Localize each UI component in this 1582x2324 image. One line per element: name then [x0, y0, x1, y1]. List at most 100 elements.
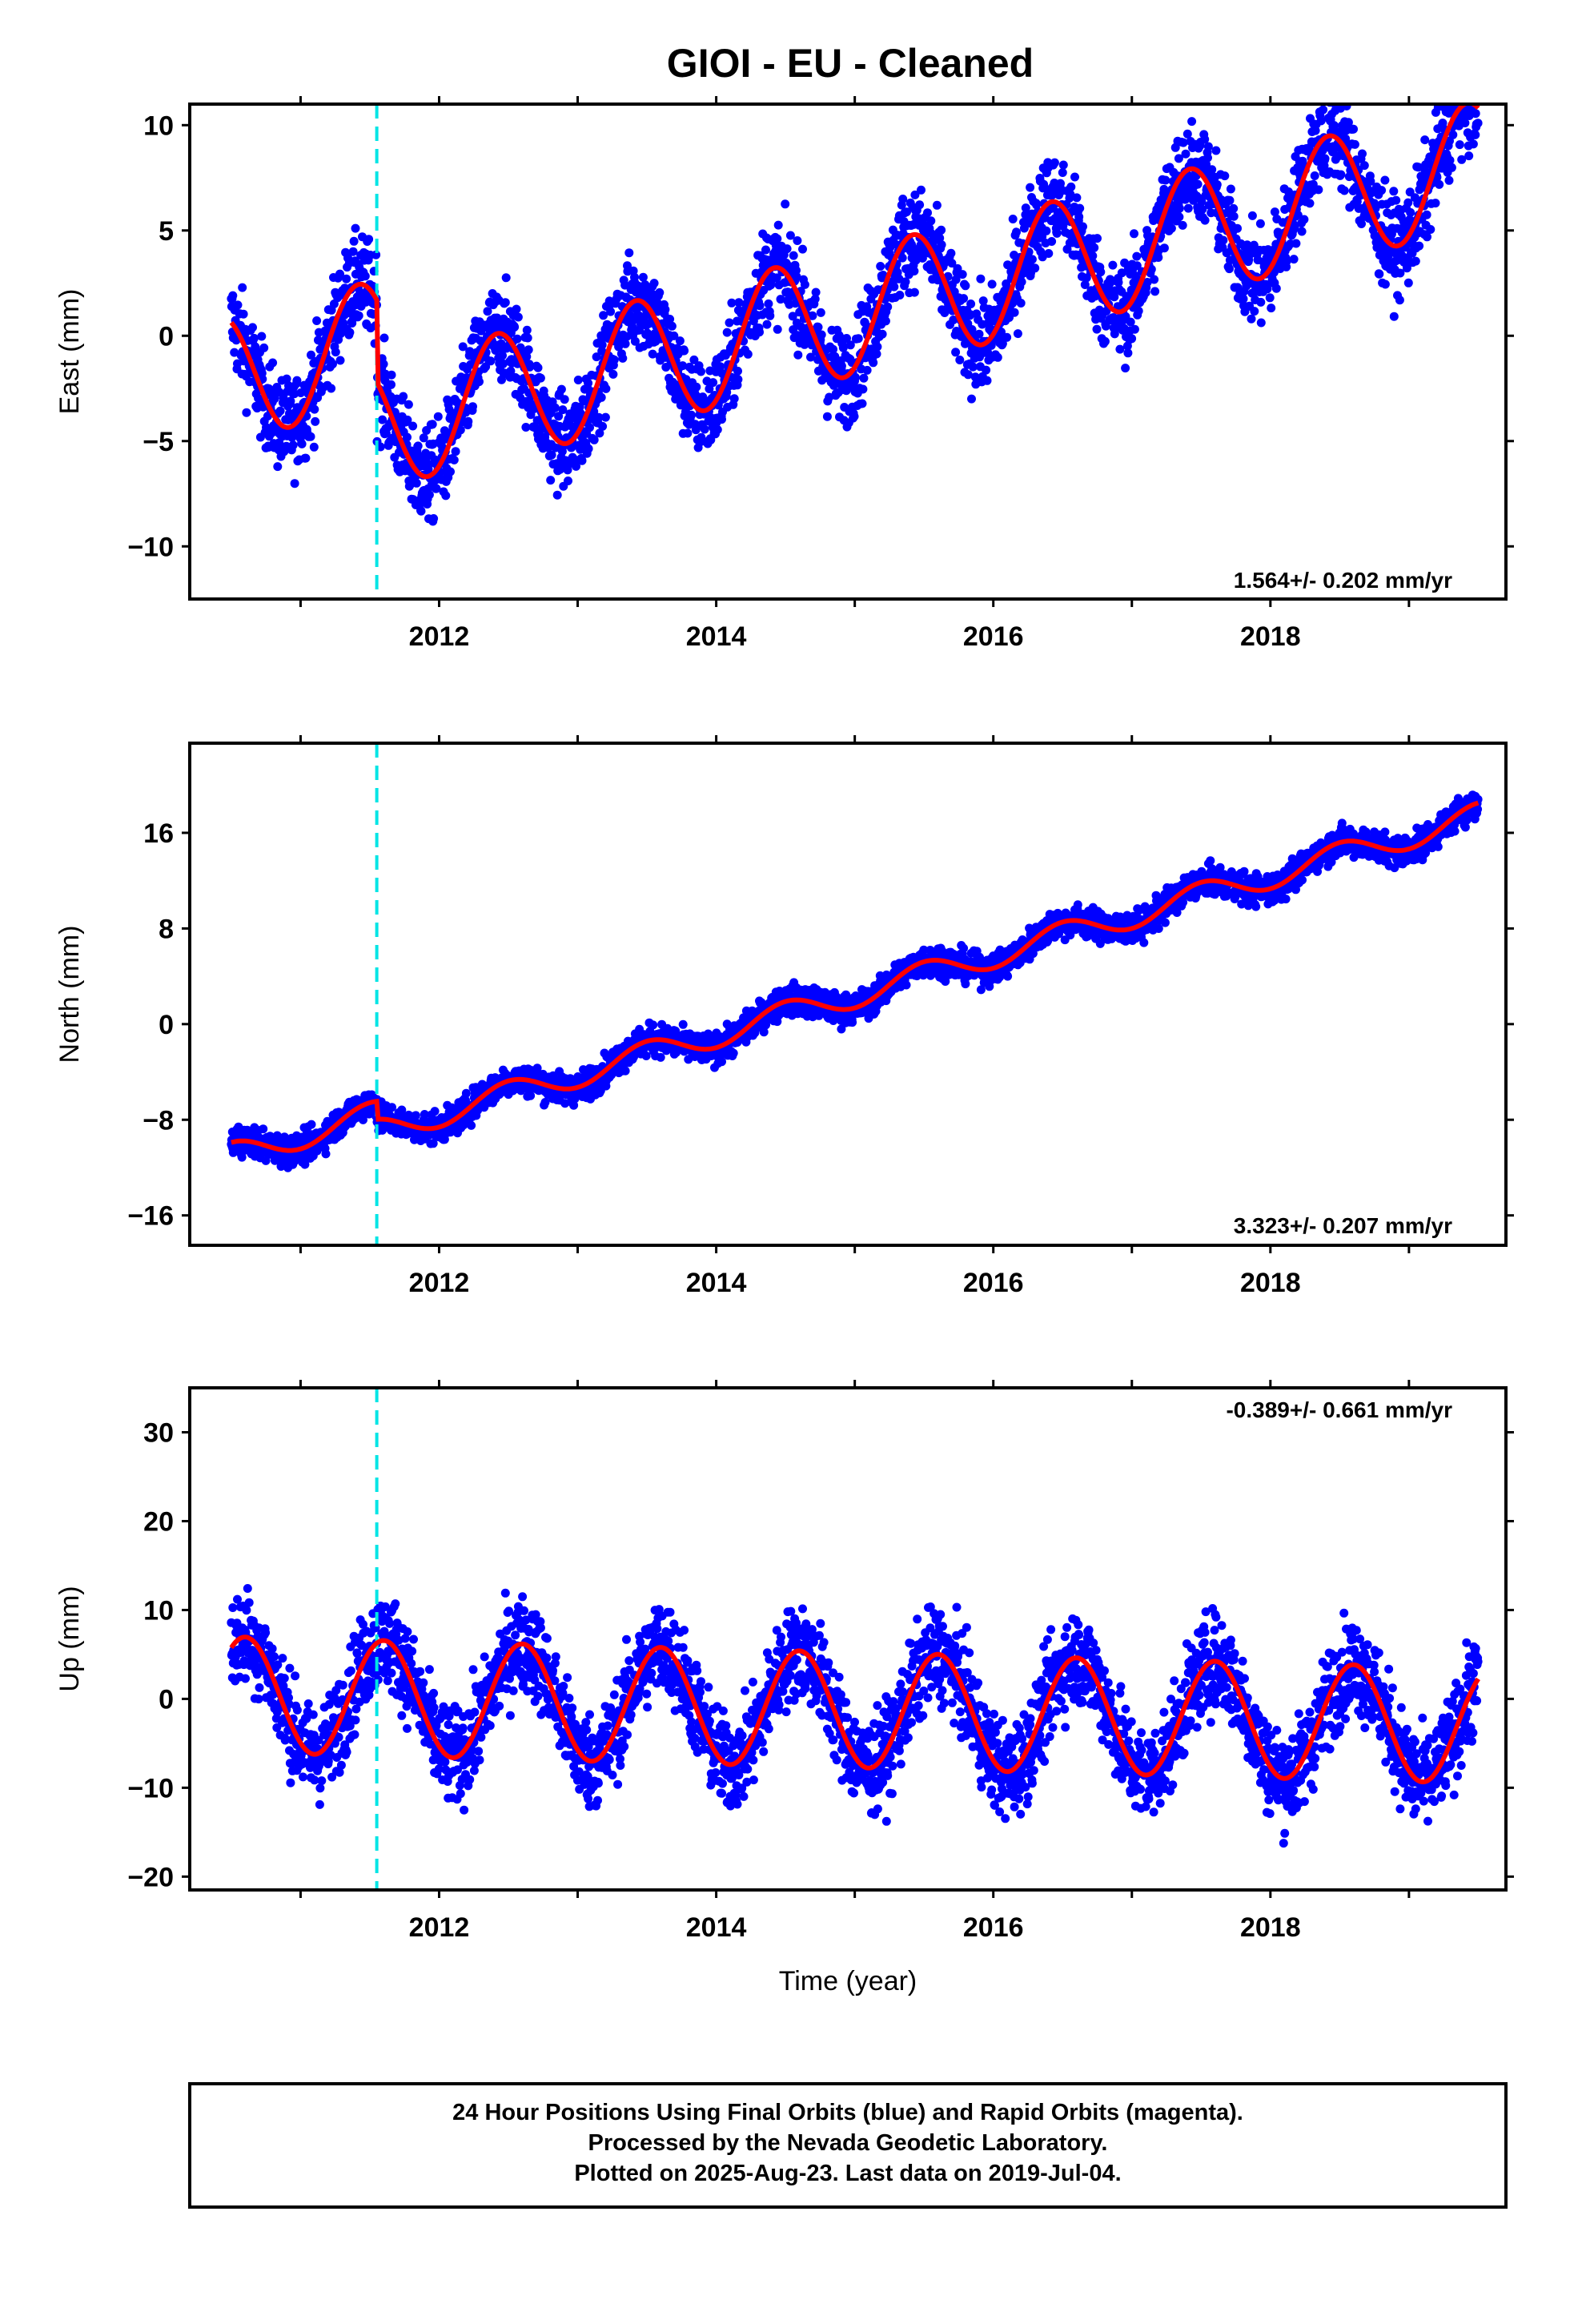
data-point — [755, 301, 765, 311]
data-point — [1460, 119, 1470, 127]
data-point — [419, 433, 428, 443]
data-point — [1072, 193, 1082, 203]
data-point — [640, 280, 650, 289]
data-point — [1142, 278, 1152, 287]
data-point — [1310, 171, 1319, 180]
data-point — [287, 432, 297, 442]
data-point — [974, 329, 984, 339]
data-point — [1012, 227, 1021, 237]
data-point — [1423, 232, 1431, 242]
data-point — [1380, 279, 1390, 289]
data-point — [993, 352, 1002, 362]
data-point — [608, 369, 618, 379]
data-point — [1247, 211, 1257, 220]
data-point — [1066, 190, 1075, 199]
data-point — [424, 490, 434, 500]
data-point — [1349, 124, 1358, 134]
data-point — [729, 394, 739, 404]
data-point — [649, 279, 659, 288]
data-point — [1267, 304, 1276, 313]
data-point — [853, 334, 863, 344]
data-point — [1380, 175, 1390, 185]
data-point — [1395, 296, 1404, 305]
data-point — [327, 384, 336, 393]
data-point — [873, 342, 882, 352]
data-point — [290, 479, 299, 489]
data-point — [883, 302, 893, 312]
data-point — [772, 273, 781, 283]
data-point — [387, 380, 396, 389]
data-point — [512, 334, 522, 344]
data-point — [1114, 278, 1123, 287]
data-point — [307, 1120, 316, 1129]
data-point — [1422, 210, 1431, 219]
data-point — [1461, 79, 1470, 88]
data-point — [1452, 90, 1461, 99]
data-point — [404, 400, 413, 409]
data-point — [982, 365, 991, 375]
data-point — [387, 370, 396, 380]
data-point — [1016, 299, 1026, 308]
data-point — [268, 358, 278, 368]
data-point — [424, 464, 433, 474]
data-point — [1327, 90, 1336, 99]
data-point — [759, 1027, 769, 1037]
data-point — [475, 377, 484, 387]
data-point — [1305, 199, 1315, 208]
data-point — [428, 1139, 438, 1148]
data-point — [1458, 78, 1467, 87]
data-point — [1021, 203, 1030, 213]
data-point — [1211, 146, 1221, 155]
data-point — [360, 271, 370, 281]
data-point — [560, 395, 569, 404]
data-point — [776, 295, 785, 304]
data-point — [1050, 158, 1059, 167]
data-point — [1299, 215, 1309, 224]
data-point — [259, 343, 269, 352]
data-point — [910, 190, 920, 199]
data-point — [641, 1051, 651, 1060]
data-point — [1058, 160, 1068, 170]
data-point — [1093, 234, 1102, 243]
data-point — [1202, 159, 1211, 169]
data-point — [259, 1124, 268, 1134]
data-point — [1357, 219, 1366, 228]
data-point — [655, 287, 665, 297]
data-point — [1200, 135, 1210, 144]
data-point — [1108, 260, 1118, 270]
data-point — [951, 348, 961, 357]
data-point — [1226, 184, 1235, 194]
data-point — [554, 412, 564, 421]
data-point — [946, 248, 956, 258]
data-point — [733, 375, 743, 384]
data-point — [869, 358, 878, 368]
data-point — [1469, 76, 1478, 85]
data-point — [446, 467, 455, 476]
data-point — [449, 455, 459, 464]
data-point — [1088, 251, 1098, 260]
data-point — [966, 300, 976, 308]
data-point — [238, 283, 247, 292]
data-point — [1403, 278, 1413, 287]
data-point — [237, 1152, 247, 1162]
data-point — [307, 350, 315, 360]
data-point — [1411, 256, 1420, 266]
data-point — [680, 346, 689, 356]
data-point — [601, 384, 611, 393]
data-point — [609, 355, 619, 364]
data-point — [288, 440, 298, 450]
data-point — [1056, 179, 1065, 188]
data-point — [1121, 364, 1130, 373]
data-point — [506, 366, 516, 376]
data-point — [540, 1098, 550, 1107]
data-point — [239, 309, 248, 319]
rate-annotation: 1.564+/- 0.202 mm/yr — [1234, 568, 1452, 593]
data-point — [898, 195, 908, 203]
data-point — [1026, 183, 1035, 192]
data-point — [1154, 253, 1163, 262]
data-point — [1017, 277, 1026, 287]
data-point — [678, 361, 688, 371]
data-point — [1389, 187, 1399, 196]
data-point — [433, 412, 443, 421]
y-tick-label: −10 — [127, 532, 174, 562]
